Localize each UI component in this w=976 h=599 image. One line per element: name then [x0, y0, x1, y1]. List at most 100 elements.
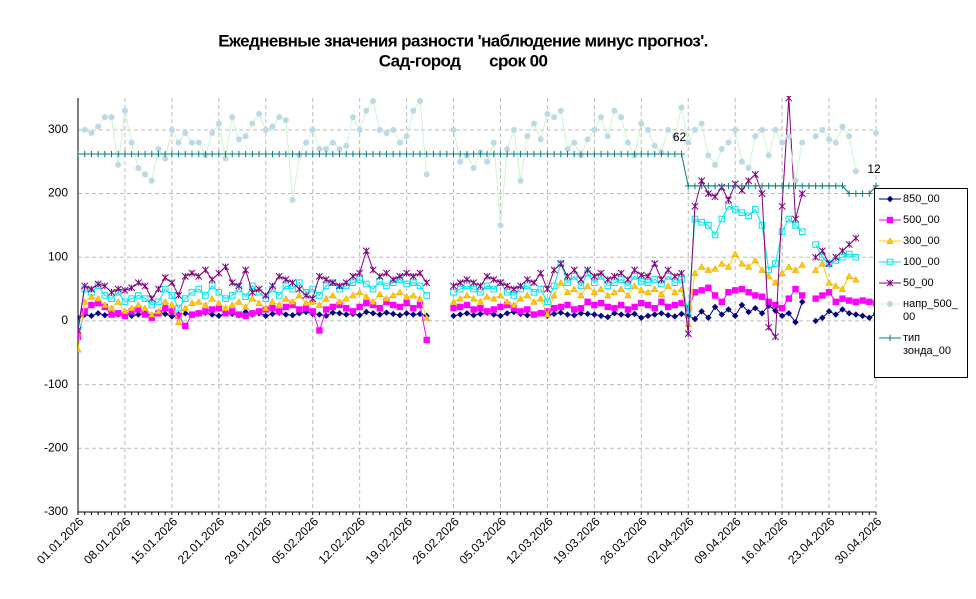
legend-marker [887, 301, 893, 307]
marker [202, 308, 209, 315]
marker [732, 126, 739, 133]
marker [81, 282, 89, 290]
marker [570, 285, 578, 292]
marker [376, 304, 383, 312]
marker [765, 152, 772, 159]
marker [302, 150, 310, 158]
marker [544, 150, 551, 158]
marker [644, 312, 652, 320]
x-tick-label: 19.02.2026 [363, 514, 416, 567]
y-tick-label: 0 [61, 313, 68, 327]
marker [457, 158, 464, 165]
marker [316, 311, 323, 318]
marker [644, 288, 652, 296]
marker [765, 302, 772, 309]
marker [724, 196, 733, 204]
marker [484, 158, 491, 165]
marker [798, 228, 806, 236]
marker [557, 309, 565, 316]
marker [591, 150, 598, 158]
marker [188, 288, 196, 296]
x-tick-label: 26.03.2026 [597, 514, 650, 567]
marker [107, 288, 116, 296]
marker [590, 288, 598, 296]
marker [235, 150, 243, 158]
marker [685, 312, 692, 320]
marker [215, 299, 223, 306]
marker [550, 291, 558, 299]
marker [657, 275, 665, 284]
marker [859, 297, 866, 304]
marker [745, 212, 752, 220]
x-tick-label: 22.01.2026 [175, 514, 228, 567]
marker [503, 298, 511, 305]
marker [825, 278, 833, 286]
marker [450, 304, 457, 312]
marker [78, 326, 82, 335]
y-tick-label: 200 [48, 186, 68, 200]
marker [94, 299, 102, 307]
marker [322, 306, 330, 313]
marker [369, 301, 377, 309]
marker [577, 304, 585, 312]
marker [677, 269, 686, 277]
legend-label: напр_500_00 [903, 298, 958, 323]
marker [503, 288, 511, 296]
marker [456, 285, 464, 293]
marker [772, 301, 779, 309]
marker [369, 310, 377, 317]
marker [691, 215, 699, 223]
marker [343, 150, 350, 158]
marker [262, 126, 269, 133]
y-tick-label: -300 [44, 504, 68, 518]
marker [510, 285, 518, 293]
marker [557, 107, 564, 114]
marker [235, 282, 243, 290]
marker [282, 117, 289, 124]
marker [383, 298, 390, 306]
marker [584, 136, 591, 143]
annotation: 12 [867, 162, 881, 176]
marker [221, 263, 230, 271]
marker [772, 260, 779, 267]
marker [638, 120, 645, 127]
marker [322, 294, 330, 302]
marker [624, 291, 632, 299]
marker [698, 120, 705, 127]
marker [88, 130, 95, 137]
y-tick-label: -200 [44, 440, 68, 454]
marker [470, 150, 477, 158]
marker [664, 282, 672, 289]
marker [309, 308, 316, 315]
marker [309, 126, 316, 133]
legend-label: 300_00 [903, 235, 940, 247]
marker [543, 310, 552, 318]
marker [470, 279, 478, 287]
marker [256, 110, 263, 117]
marker [417, 98, 423, 105]
marker [738, 285, 746, 293]
marker [248, 288, 256, 296]
marker [845, 190, 853, 197]
marker [611, 150, 618, 158]
marker [87, 293, 96, 300]
marker [369, 150, 377, 158]
marker [671, 288, 679, 296]
marker [389, 310, 397, 318]
marker [517, 177, 524, 184]
marker [571, 306, 578, 313]
marker [463, 310, 471, 317]
marker [611, 107, 618, 114]
marker [537, 294, 545, 302]
marker [510, 126, 517, 133]
x-tick-label: 09.04.2026 [691, 514, 744, 567]
y-tick-label: -100 [44, 377, 68, 391]
marker [537, 150, 544, 158]
marker [523, 275, 531, 284]
marker [698, 263, 706, 270]
x-tick-label: 12.02.2026 [316, 514, 369, 567]
marker [624, 311, 632, 319]
marker [785, 133, 792, 140]
marker [839, 182, 846, 190]
marker [78, 150, 82, 158]
